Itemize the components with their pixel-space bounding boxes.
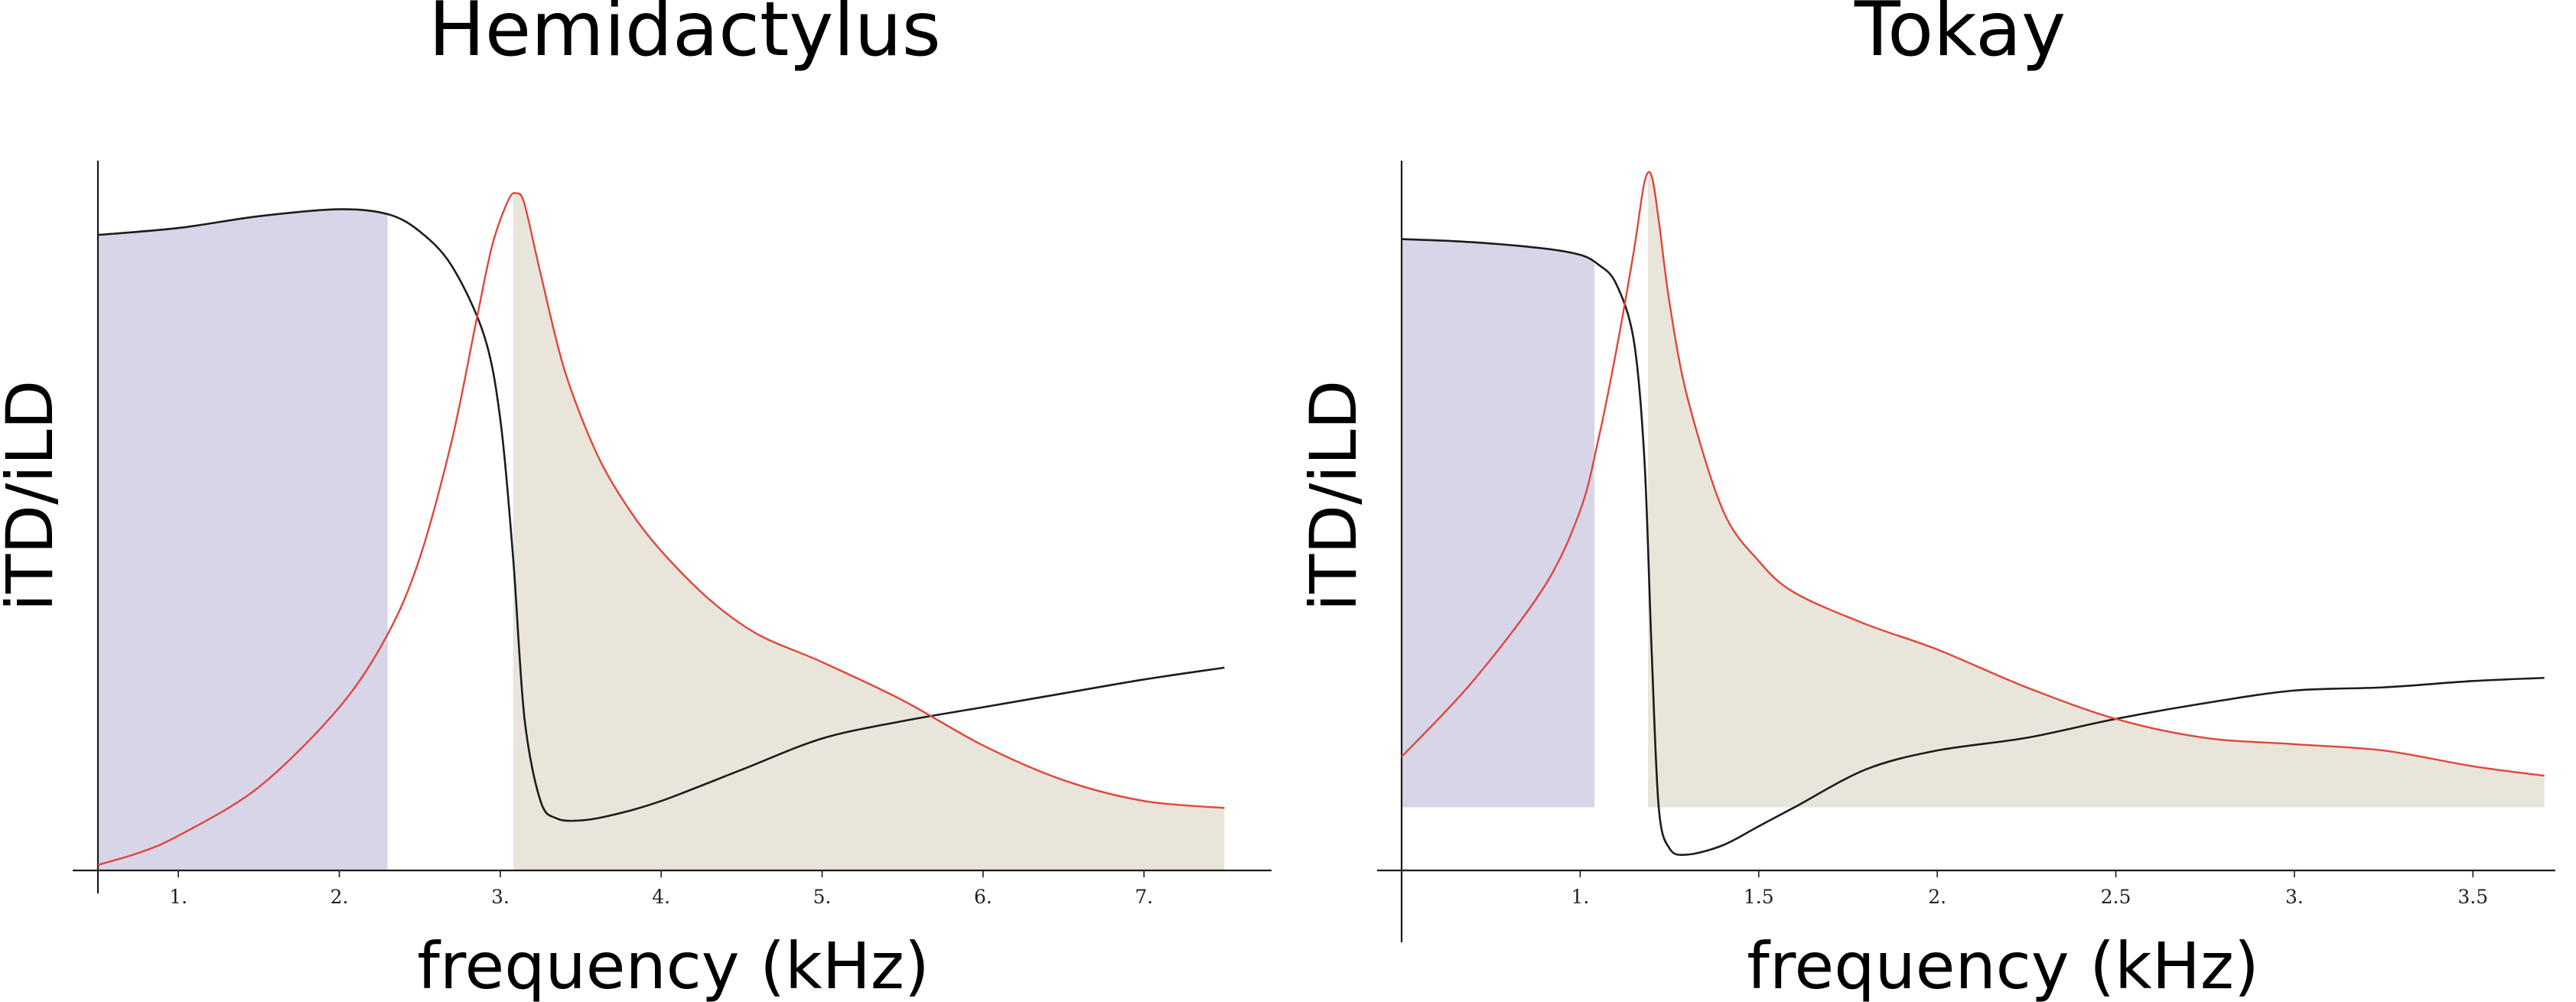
x-tick-label: 3. [2285, 886, 2304, 908]
x-tick-label: 1. [1571, 886, 1589, 908]
x-tick-label: 7. [1135, 886, 1153, 908]
ild-region-shading [1648, 173, 2545, 808]
itd-curve [1401, 238, 2545, 857]
x-tick-label: 4. [652, 886, 670, 908]
x-tick-label: 6. [974, 886, 992, 908]
y-axis-label: iTD/iLD [0, 380, 67, 611]
ild-curve [97, 192, 1225, 866]
chart-panel-1: 1. 2. 3. 4. 5. 6. 7. Hemidactylus frequency (kHz… [0, 0, 1272, 1002]
itd-curve [97, 208, 1225, 822]
x-tick-label: 5. [813, 886, 832, 908]
y-axis-label: iTD/iLD [1296, 380, 1371, 611]
panel-title: Hemidactylus [428, 0, 941, 73]
x-tick-label: 1. [169, 886, 187, 908]
panel-title: Tokay [1854, 0, 2066, 73]
x-tick-label: 3.5 [2457, 886, 2488, 908]
x-tick-label: 2.5 [2101, 886, 2131, 908]
ild-region-shading [513, 193, 1225, 870]
x-tick-label: 3. [491, 886, 510, 908]
x-tick-label: 2. [1928, 886, 1946, 908]
x-axis-label: frequency (kHz) [417, 929, 929, 1002]
itd-region-shading [1402, 239, 1595, 808]
chart-panel-2: 1. 1.5 2. 2.5 3. 3.5 Tokay frequency (kHz) iTD/i… [1296, 0, 2555, 1002]
x-tick-label: 2. [331, 886, 349, 908]
x-tick-label: 1.5 [1744, 886, 1774, 908]
itd-region-shading [98, 209, 388, 870]
ild-curve [1401, 171, 2545, 777]
x-axis-label: frequency (kHz) [1747, 929, 2258, 1002]
